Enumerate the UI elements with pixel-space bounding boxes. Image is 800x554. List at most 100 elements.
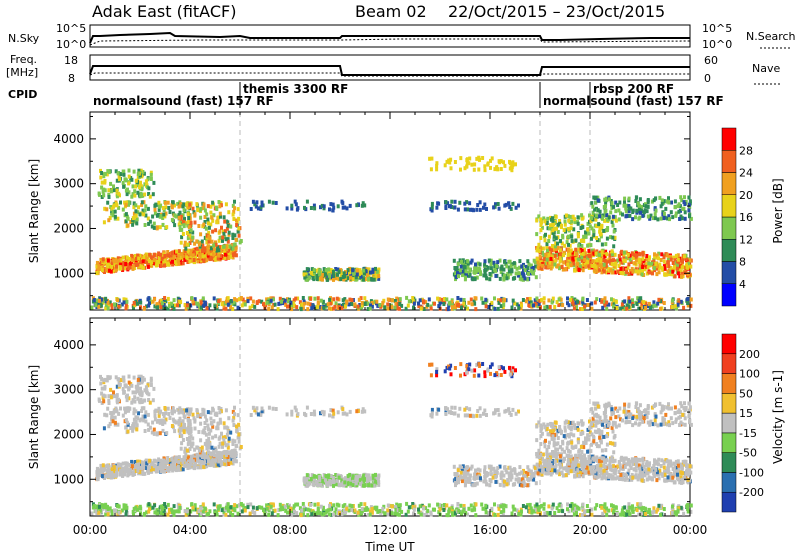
range-gate-cell	[218, 211, 222, 216]
range-gate-cell	[502, 267, 506, 272]
range-gate-cell	[140, 393, 144, 398]
range-gate-cell	[187, 426, 190, 431]
range-gate-cell	[331, 306, 335, 311]
range-gate-cell	[334, 267, 338, 271]
nsky-box	[89, 24, 691, 48]
range-gate-cell	[218, 235, 222, 240]
range-gate-cell	[232, 415, 236, 420]
range-gate-cell	[336, 473, 340, 478]
range-gate-cell	[202, 408, 206, 413]
range-gate-cell	[146, 422, 150, 427]
range-gate-cell	[293, 405, 297, 410]
range-gate-cell	[560, 265, 564, 269]
range-gate-cell	[289, 300, 293, 305]
range-gate-cell	[200, 445, 204, 450]
range-gate-cell	[318, 475, 322, 479]
range-gate-cell	[224, 443, 228, 448]
range-gate-cell	[633, 261, 637, 266]
range-gate-cell	[641, 265, 645, 269]
range-gate-cell	[619, 266, 623, 271]
range-gate-cell	[637, 306, 641, 311]
range-gate-cell	[660, 252, 664, 257]
range-gate-cell	[155, 459, 159, 464]
range-gate-cell	[528, 303, 532, 308]
range-gate-cell	[146, 216, 150, 221]
range-gate-cell	[453, 205, 457, 210]
range-gate-cell	[125, 214, 129, 219]
range-gate-cell	[327, 481, 331, 486]
range-gate-cell	[271, 406, 275, 411]
range-gate-cell	[488, 277, 492, 282]
range-gate-cell	[260, 406, 264, 411]
range-gate-cell	[201, 412, 205, 417]
range-gate-cell	[159, 252, 163, 257]
range-gate-cell	[645, 257, 649, 262]
range-gate-cell	[509, 264, 513, 269]
range-gate-cell	[683, 210, 687, 215]
range-gate-cell	[110, 265, 113, 269]
range-gate-cell	[153, 413, 157, 418]
range-gate-cell	[127, 406, 131, 411]
range-gate-cell	[217, 248, 221, 253]
range-gate-cell	[352, 480, 356, 485]
range-gate-cell	[204, 303, 207, 308]
range-gate-cell	[237, 432, 241, 437]
range-gate-cell	[624, 214, 628, 219]
range-gate-cell	[130, 253, 134, 258]
range-gate-cell	[335, 296, 339, 301]
range-gate-cell	[334, 482, 338, 487]
range-gate-cell	[130, 258, 134, 263]
range-gate-cell	[177, 410, 181, 415]
range-gate-cell	[197, 253, 201, 258]
range-gate-cell	[558, 257, 562, 262]
range-gate-cell	[237, 439, 241, 444]
range-gate-cell	[657, 270, 661, 275]
range-gate-cell	[207, 251, 211, 256]
range-gate-cell	[224, 453, 228, 457]
range-gate-cell	[685, 297, 689, 302]
range-gate-cell	[468, 207, 472, 212]
range-gate-cell	[474, 307, 478, 312]
range-gate-cell	[177, 261, 181, 266]
range-gate-cell	[183, 243, 187, 248]
range-gate-cell	[131, 216, 135, 221]
range-gate-cell	[597, 222, 601, 227]
range-gate-cell	[602, 228, 606, 233]
range-gate-cell	[627, 209, 631, 214]
range-gate-cell	[286, 304, 289, 309]
range-gate-cell	[105, 207, 109, 212]
range-gate-cell	[331, 270, 335, 274]
range-gate-cell	[227, 462, 231, 466]
range-gate-cell	[128, 471, 132, 476]
range-gate-cell	[580, 307, 584, 311]
range-gate-cell	[163, 460, 167, 464]
range-gate-cell	[309, 412, 313, 416]
range-gate-cell	[372, 483, 376, 488]
range-gate-cell	[211, 406, 215, 411]
range-gate-cell	[468, 269, 472, 273]
range-gate-cell	[680, 198, 684, 203]
range-gate-cell	[181, 254, 185, 259]
range-gate-cell	[127, 380, 131, 385]
range-gate-cell	[296, 296, 300, 301]
range-gate-cell	[591, 259, 595, 264]
range-gate-cell	[564, 267, 568, 272]
range-gate-cell	[611, 214, 615, 219]
range-gate-cell	[203, 220, 207, 224]
range-gate-cell	[424, 300, 428, 305]
range-gate-cell	[329, 474, 333, 478]
range-gate-cell	[341, 201, 345, 206]
range-gate-cell	[94, 303, 98, 308]
range-gate-cell	[233, 242, 237, 247]
range-gate-cell	[225, 226, 229, 231]
range-gate-cell	[149, 378, 153, 383]
range-gate-cell	[583, 251, 587, 256]
range-gate-cell	[553, 226, 557, 231]
range-gate-cell	[143, 192, 147, 197]
colorbar-tick-label: 8	[739, 256, 746, 269]
range-gate-cell	[657, 297, 661, 302]
range-gate-cell	[558, 219, 562, 223]
range-gate-cell	[554, 247, 558, 252]
range-gate-cell	[224, 244, 228, 249]
range-gate-cell	[197, 448, 201, 453]
